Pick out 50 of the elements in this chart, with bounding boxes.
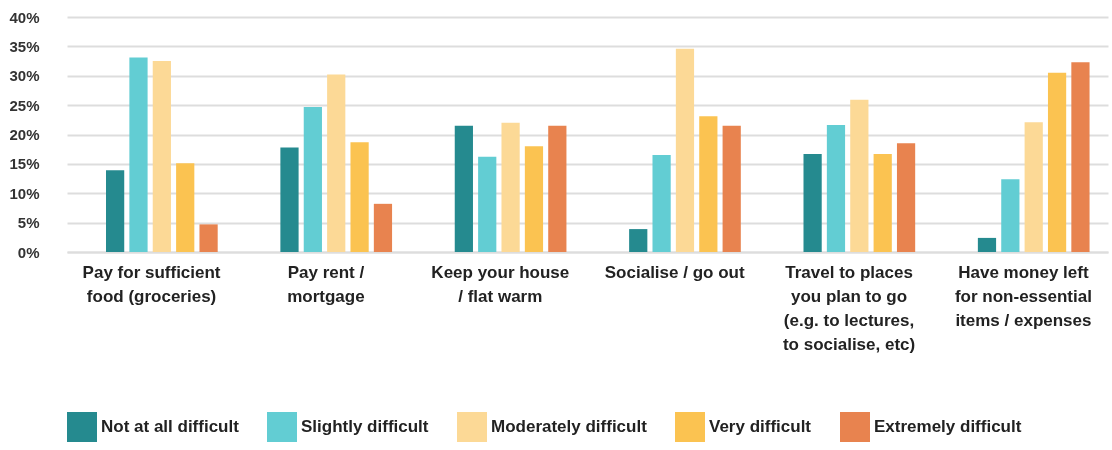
y-tick-label: 10% [9, 184, 40, 202]
bar [478, 156, 497, 252]
bar [129, 57, 148, 252]
bar [826, 125, 846, 252]
y-tick-label: 15% [9, 155, 40, 173]
bar [373, 203, 393, 252]
bar [896, 143, 916, 252]
y-tick-label: 30% [9, 67, 40, 85]
bar [699, 116, 718, 252]
bar [1047, 72, 1067, 252]
legend-label: Slightly difficult [301, 417, 429, 436]
bar [176, 163, 195, 252]
legend-label: Extremely difficult [874, 417, 1022, 436]
bar [803, 153, 822, 252]
x-tick-label: Keep your house / flat warm [431, 262, 570, 306]
bar [501, 122, 520, 252]
bar [327, 74, 346, 252]
bar [454, 125, 473, 252]
bar [152, 61, 171, 252]
y-tick-label: 35% [9, 37, 40, 55]
legend-label: Very difficult [709, 417, 812, 436]
y-tick-label: 40% [9, 8, 40, 26]
bar [1001, 179, 1020, 252]
x-tick-label: Pay for sufficient food (groceries) [82, 262, 221, 306]
x-tick-label: Have money left for non-essential items / expenses [954, 262, 1092, 330]
bar [873, 153, 892, 252]
bar [1024, 122, 1043, 252]
bar [652, 155, 671, 252]
legend-label: Moderately difficult [491, 417, 648, 436]
bar [977, 237, 997, 252]
bar [303, 106, 322, 252]
x-tick-label: Socialise / go out [604, 262, 745, 282]
bar [548, 125, 567, 252]
y-tick-label: 25% [9, 96, 40, 114]
bar [1071, 62, 1090, 252]
bar [675, 48, 695, 252]
x-tick-label: Travel to places you plan to go (e.g. to lectures, to socialise, etc) [782, 262, 916, 354]
bar [280, 147, 299, 252]
y-tick-label: 0% [17, 243, 40, 261]
bar [199, 224, 218, 252]
bar [106, 170, 125, 252]
y-tick-label: 5% [17, 214, 40, 232]
bar [722, 125, 741, 252]
legend-label: Not at all difficult [101, 417, 240, 436]
y-tick-label: 20% [9, 126, 40, 143]
bar [350, 142, 369, 252]
bar [629, 229, 648, 252]
bar [524, 146, 544, 252]
bar [850, 99, 869, 252]
x-tick-label: Pay rent / mortgage [287, 262, 365, 306]
